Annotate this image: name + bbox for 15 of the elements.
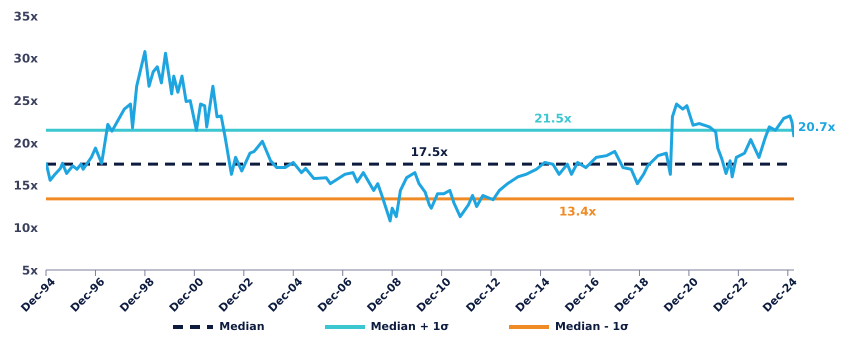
data-label: 20.7x [798,120,836,134]
y-tick-label: 10x [14,220,38,235]
y-tick-label: 25x [14,94,38,108]
y-tick-label: 30x [14,52,38,66]
y-tick-label: 35x [14,9,38,24]
annotation: 17.5x [410,145,448,160]
line-series [46,50,794,222]
legend-label: Median - 1σ [554,320,629,333]
legend-label: Median + 1σ [370,320,449,333]
y-tick-label: 5x [22,263,38,278]
annotation: 21.5x [534,111,572,126]
y-tick-label: 20x [14,136,38,150]
legend-label: Median [219,320,265,333]
y-tick-label: 15x [14,178,38,193]
annotation: 13.4x [558,204,597,218]
